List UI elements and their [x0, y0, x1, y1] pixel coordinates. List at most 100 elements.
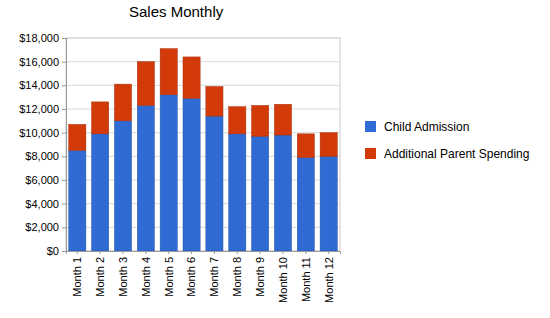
y-tick-mark [62, 38, 66, 39]
y-tick-mark [62, 180, 66, 181]
grid [66, 38, 340, 251]
bar [297, 134, 314, 158]
x-tick: Month 10 [277, 251, 289, 303]
legend-label: Additional Parent Spending [384, 147, 529, 161]
x-tick-mark [328, 251, 329, 254]
y-tick: $16,000 [19, 56, 66, 68]
bar [229, 107, 246, 134]
legend-label: Child Admission [384, 120, 469, 134]
y-tick-mark [62, 251, 66, 252]
legend-item: Child Admission [365, 120, 469, 134]
legend-swatch [365, 148, 376, 159]
y-tick-label: $10,000 [19, 127, 59, 139]
y-tick-mark [62, 109, 66, 110]
plot-frame [66, 38, 340, 251]
title: Sales Monthly [129, 3, 224, 20]
y-tick-label: $18,000 [19, 32, 59, 44]
y-tick-label: $4,000 [25, 198, 59, 210]
x-tick: Month 6 [185, 251, 197, 297]
y-tick-label: $8,000 [25, 150, 59, 162]
x-tick-label: Month 7 [208, 257, 220, 297]
bar [114, 121, 131, 251]
x-tick-label: Month 10 [277, 257, 289, 303]
bar [183, 98, 200, 251]
legend-swatch [365, 121, 376, 132]
y-tick-label: $6,000 [25, 174, 59, 186]
grid-line [66, 38, 340, 39]
bar [92, 134, 109, 251]
x-tick-label: Month 8 [231, 257, 243, 297]
x-tick-label: Month 11 [300, 257, 312, 302]
plot: $0 $2,000 $4,000 $6,000 $8,000 $10,000 $12,000… [19, 32, 340, 303]
x-tick-mark [260, 251, 261, 254]
bar [92, 102, 109, 134]
grid-line [66, 61, 340, 62]
y-tick-label: $12,000 [19, 103, 59, 115]
bar [206, 87, 223, 117]
bar [320, 156, 337, 251]
y-axis-line [62, 39, 67, 252]
series [69, 95, 338, 251]
bar [160, 49, 177, 95]
x-tick-mark [214, 251, 215, 254]
y-tick-label: $16,000 [19, 56, 59, 68]
y-tick: $0 [47, 245, 66, 257]
x-tick: Month 3 [117, 251, 129, 297]
bar [229, 134, 246, 251]
y-tick-mark [62, 227, 66, 228]
x-tick: Month 8 [231, 251, 243, 297]
x-tick-mark [145, 251, 146, 254]
x-tick: Month 4 [140, 251, 152, 297]
bar [274, 104, 291, 135]
x-tick: Month 9 [254, 251, 266, 297]
chart: $0 $2,000 $4,000 $6,000 $8,000 $10,000 $12,000… [0, 0, 550, 318]
legend: Child Admission Additional Parent Spendin… [365, 120, 529, 161]
y-tick-mark [62, 85, 66, 86]
bar [183, 57, 200, 98]
x-tick-mark [123, 251, 124, 254]
bar [114, 84, 131, 121]
series [69, 49, 338, 158]
x-tick: Month 5 [163, 251, 175, 297]
x-tick-label: Month 3 [117, 257, 129, 297]
x-tick-label: Month 5 [163, 257, 175, 297]
bar [69, 124, 86, 150]
bar [206, 116, 223, 251]
bar [137, 105, 154, 251]
y-tick: $2,000 [25, 221, 66, 233]
bar [252, 105, 269, 136]
x-tick: Month 11 [300, 251, 312, 302]
x-tick-label: Month 1 [71, 257, 83, 297]
x-tick-mark [237, 251, 238, 254]
x-tick-mark [100, 251, 101, 254]
y-tick: $18,000 [19, 32, 66, 44]
bar [297, 158, 314, 251]
x-tick-mark [77, 251, 78, 254]
x-tick-label: Month 4 [140, 257, 152, 297]
x-tick-mark [168, 251, 169, 254]
bar [274, 135, 291, 251]
bar [69, 150, 86, 251]
bar [137, 62, 154, 106]
bar [320, 133, 337, 157]
y-tick: $14,000 [19, 79, 66, 91]
y-tick-label: $2,000 [25, 221, 59, 233]
y-tick: $4,000 [25, 198, 66, 210]
x-tick-label: Month 6 [185, 257, 197, 297]
x-tick-mark [282, 251, 283, 254]
y-tick-label: $14,000 [19, 79, 59, 91]
x-tick-label: Month 2 [94, 257, 106, 297]
bars [69, 49, 338, 251]
grid-line [66, 85, 340, 86]
y-tick: $6,000 [25, 174, 66, 186]
x-tick-mark [191, 251, 192, 254]
y-tick-mark [62, 133, 66, 134]
bar [252, 136, 269, 251]
bar [160, 95, 177, 251]
legend-item: Additional Parent Spending [365, 147, 529, 161]
y-tick-mark [62, 62, 66, 63]
x-tick-mark [305, 251, 306, 254]
x-axis-line [67, 252, 341, 255]
y-tick-mark [62, 204, 66, 205]
x-tick: Month 1 [71, 251, 83, 297]
